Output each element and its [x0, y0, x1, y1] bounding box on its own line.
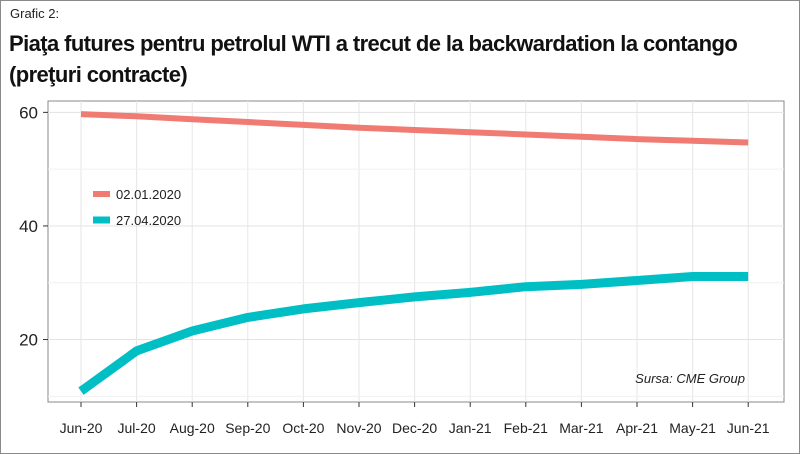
legend-label-2: 27.04.2020: [116, 213, 181, 228]
x-tick-label: Sep-20: [225, 420, 270, 436]
x-tick-label: Feb-21: [504, 420, 549, 436]
x-tick-label: Nov-20: [336, 420, 381, 436]
x-tick-label: Jan-21: [449, 420, 492, 436]
y-tick-label: 40: [19, 217, 38, 236]
x-tick-label: Dec-20: [392, 420, 437, 436]
x-tick-label: Jun-21: [727, 420, 770, 436]
series-line-2: [78, 272, 749, 395]
x-tick-label: May-21: [669, 420, 716, 436]
series-layer: [78, 111, 749, 395]
source-note: Sursa: CME Group: [635, 371, 745, 386]
legend: 02.01.2020 27.04.2020: [93, 187, 181, 228]
y-tick-label: 20: [19, 331, 38, 350]
x-tick-label: Mar-21: [559, 420, 604, 436]
plot-background: [47, 100, 785, 403]
x-tick-label: Aug-20: [170, 420, 215, 436]
y-tick-label: 60: [19, 103, 38, 122]
x-axis: Jun-20 Jul-20 Aug-20 Sep-20 Oct-20 Nov-20 Dec-…: [60, 402, 770, 436]
x-tick-label: Jun-20: [60, 420, 103, 436]
x-tick-label: Jul-20: [118, 420, 156, 436]
figure-label: Grafic 2:: [10, 6, 60, 21]
x-tick-label: Oct-20: [282, 420, 324, 436]
series-line-1: [80, 111, 749, 146]
legend-label-1: 02.01.2020: [116, 187, 181, 202]
y-axis: 20 40 60: [19, 103, 48, 350]
x-tick-label: Apr-21: [616, 420, 658, 436]
chart-title: Piaţa futures pentru petrolul WTI a trec…: [9, 31, 738, 87]
